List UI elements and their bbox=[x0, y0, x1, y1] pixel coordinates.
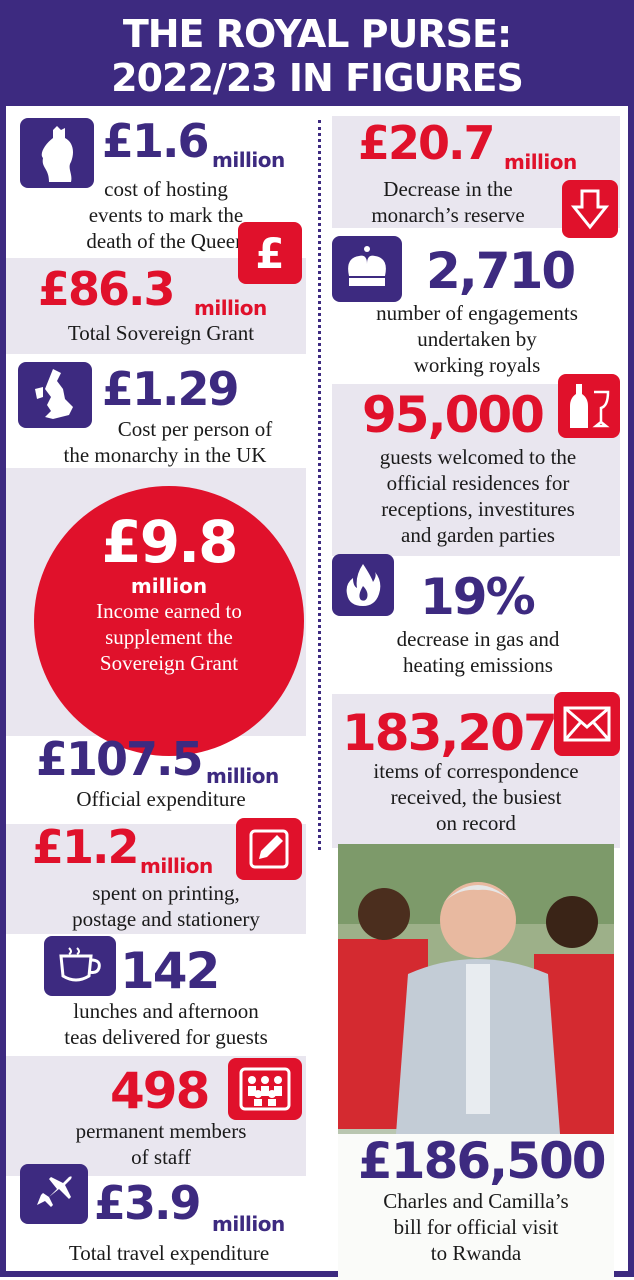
desc-line: bill for official visit bbox=[393, 1215, 559, 1239]
stat-desc: Charles and Camilla’s bill for official … bbox=[340, 1188, 612, 1266]
desc-line: Income earned to bbox=[96, 599, 242, 623]
desc-line: postage and stationery bbox=[72, 907, 260, 931]
airplane-icon bbox=[20, 1164, 88, 1224]
stat-unit: million bbox=[212, 148, 285, 172]
desc-line: spent on printing, bbox=[92, 881, 240, 905]
desc-line: Sovereign Grant bbox=[99, 651, 239, 675]
desc-line: official residences for bbox=[386, 471, 570, 495]
staff-people-icon bbox=[228, 1058, 302, 1120]
desc-line: lunches and afternoon bbox=[73, 999, 259, 1023]
desc-line: death of the Queen bbox=[86, 229, 246, 253]
desc-line: on record bbox=[436, 811, 516, 835]
stat-value: 142 bbox=[120, 942, 220, 1000]
crown-icon bbox=[332, 236, 402, 302]
desc-line: monarch’s reserve bbox=[371, 203, 525, 227]
stat-desc: cost of hosting events to mark the death… bbox=[46, 176, 286, 254]
pencil-icon bbox=[236, 818, 302, 880]
pound-icon: £ bbox=[238, 222, 302, 284]
stat-desc: decrease in gas and heating emissions bbox=[336, 626, 620, 678]
stat-desc: Decrease in the monarch’s reserve bbox=[340, 176, 556, 228]
desc-line: Official expenditure bbox=[76, 787, 246, 811]
desc-line: number of engagements bbox=[376, 301, 578, 325]
desc-line: the monarchy in the UK bbox=[63, 443, 267, 467]
stat-value: £86.3 bbox=[38, 262, 176, 316]
stat-desc: Official expenditure bbox=[26, 786, 296, 812]
stat-value: £9.8 bbox=[101, 508, 238, 576]
stat-desc: items of correspondence received, the bu… bbox=[332, 758, 620, 836]
desc-line: heating emissions bbox=[403, 653, 553, 677]
stat-desc: Total travel expenditure bbox=[24, 1240, 314, 1266]
income-circle: £9.8 million Income earned to supplement… bbox=[34, 486, 304, 756]
desc-line: Total travel expenditure bbox=[68, 1241, 270, 1265]
queen-silhouette-icon bbox=[20, 118, 94, 188]
stat-unit: million bbox=[130, 574, 208, 598]
stat-value: 19% bbox=[420, 568, 536, 626]
stat-desc: guests welcomed to the official residenc… bbox=[336, 444, 620, 548]
desc-line: teas delivered for guests bbox=[64, 1025, 268, 1049]
stat-value: 95,000 bbox=[362, 386, 545, 444]
desc-line: events to mark the bbox=[88, 203, 244, 227]
desc-line: cost of hosting bbox=[104, 177, 228, 201]
desc-line: Charles and Camilla’s bbox=[383, 1189, 569, 1213]
envelope-icon bbox=[554, 692, 620, 756]
stat-value: 498 bbox=[110, 1062, 210, 1120]
stat-desc: lunches and afternoon teas delivered for… bbox=[26, 998, 306, 1050]
desc-line: guests welcomed to the bbox=[379, 445, 577, 469]
title-line-2: 2022/23 IN FIGURES bbox=[111, 56, 524, 100]
stat-desc: permanent members of staff bbox=[36, 1118, 286, 1170]
stat-value: £1.29 bbox=[102, 362, 240, 416]
desc-line: of staff bbox=[131, 1145, 191, 1169]
desc-line: Cost per person of bbox=[117, 417, 273, 441]
desc-line: items of correspondence bbox=[373, 759, 579, 783]
stat-value: £186,500 bbox=[358, 1132, 607, 1190]
stat-value: £1.2 bbox=[32, 820, 139, 874]
stat-value: 183,207 bbox=[342, 704, 558, 762]
stat-unit: million bbox=[194, 296, 267, 320]
title-line-1: THE ROYAL PURSE: bbox=[122, 12, 512, 56]
stat-desc: spent on printing, postage and stationer… bbox=[26, 880, 306, 932]
stat-value: £1.6 bbox=[102, 114, 209, 168]
desc-line: Total Sovereign Grant bbox=[67, 321, 255, 345]
stat-desc: Income earned to supplement the Sovereig… bbox=[34, 598, 304, 676]
desc-line: and garden parties bbox=[401, 523, 555, 547]
stat-unit: million bbox=[212, 1212, 285, 1236]
flame-icon bbox=[332, 554, 394, 616]
stat-desc: Total Sovereign Grant bbox=[26, 320, 296, 346]
stat-value: 2,710 bbox=[426, 242, 576, 300]
desc-line: undertaken by bbox=[417, 327, 537, 351]
desc-line: working royals bbox=[413, 353, 541, 377]
stat-desc: number of engagements undertaken by work… bbox=[338, 300, 616, 378]
desc-line: to Rwanda bbox=[430, 1241, 522, 1265]
page-title: THE ROYAL PURSE: 2022/23 IN FIGURES bbox=[6, 6, 628, 106]
desc-line: Decrease in the bbox=[383, 177, 513, 201]
stat-unit: million bbox=[504, 150, 577, 174]
stat-value: £107.5 bbox=[36, 732, 204, 786]
desc-line: decrease in gas and bbox=[396, 627, 560, 651]
stat-unit: million bbox=[206, 764, 279, 788]
uk-map-icon bbox=[18, 362, 92, 428]
desc-line: permanent members bbox=[75, 1119, 247, 1143]
stat-value: £20.7 bbox=[358, 116, 496, 170]
column-divider bbox=[318, 120, 321, 850]
royal-visit-photo bbox=[338, 844, 614, 1280]
stat-unit: million bbox=[140, 854, 213, 878]
champagne-icon bbox=[558, 374, 620, 438]
down-arrow-icon bbox=[562, 180, 618, 238]
desc-line: supplement the bbox=[105, 625, 233, 649]
desc-line: received, the busiest bbox=[390, 785, 562, 809]
desc-line: receptions, investitures bbox=[381, 497, 575, 521]
stat-value: £3.9 bbox=[94, 1176, 201, 1230]
stat-desc: Cost per person of the monarchy in the U… bbox=[30, 416, 300, 468]
teacup-icon bbox=[44, 936, 116, 996]
